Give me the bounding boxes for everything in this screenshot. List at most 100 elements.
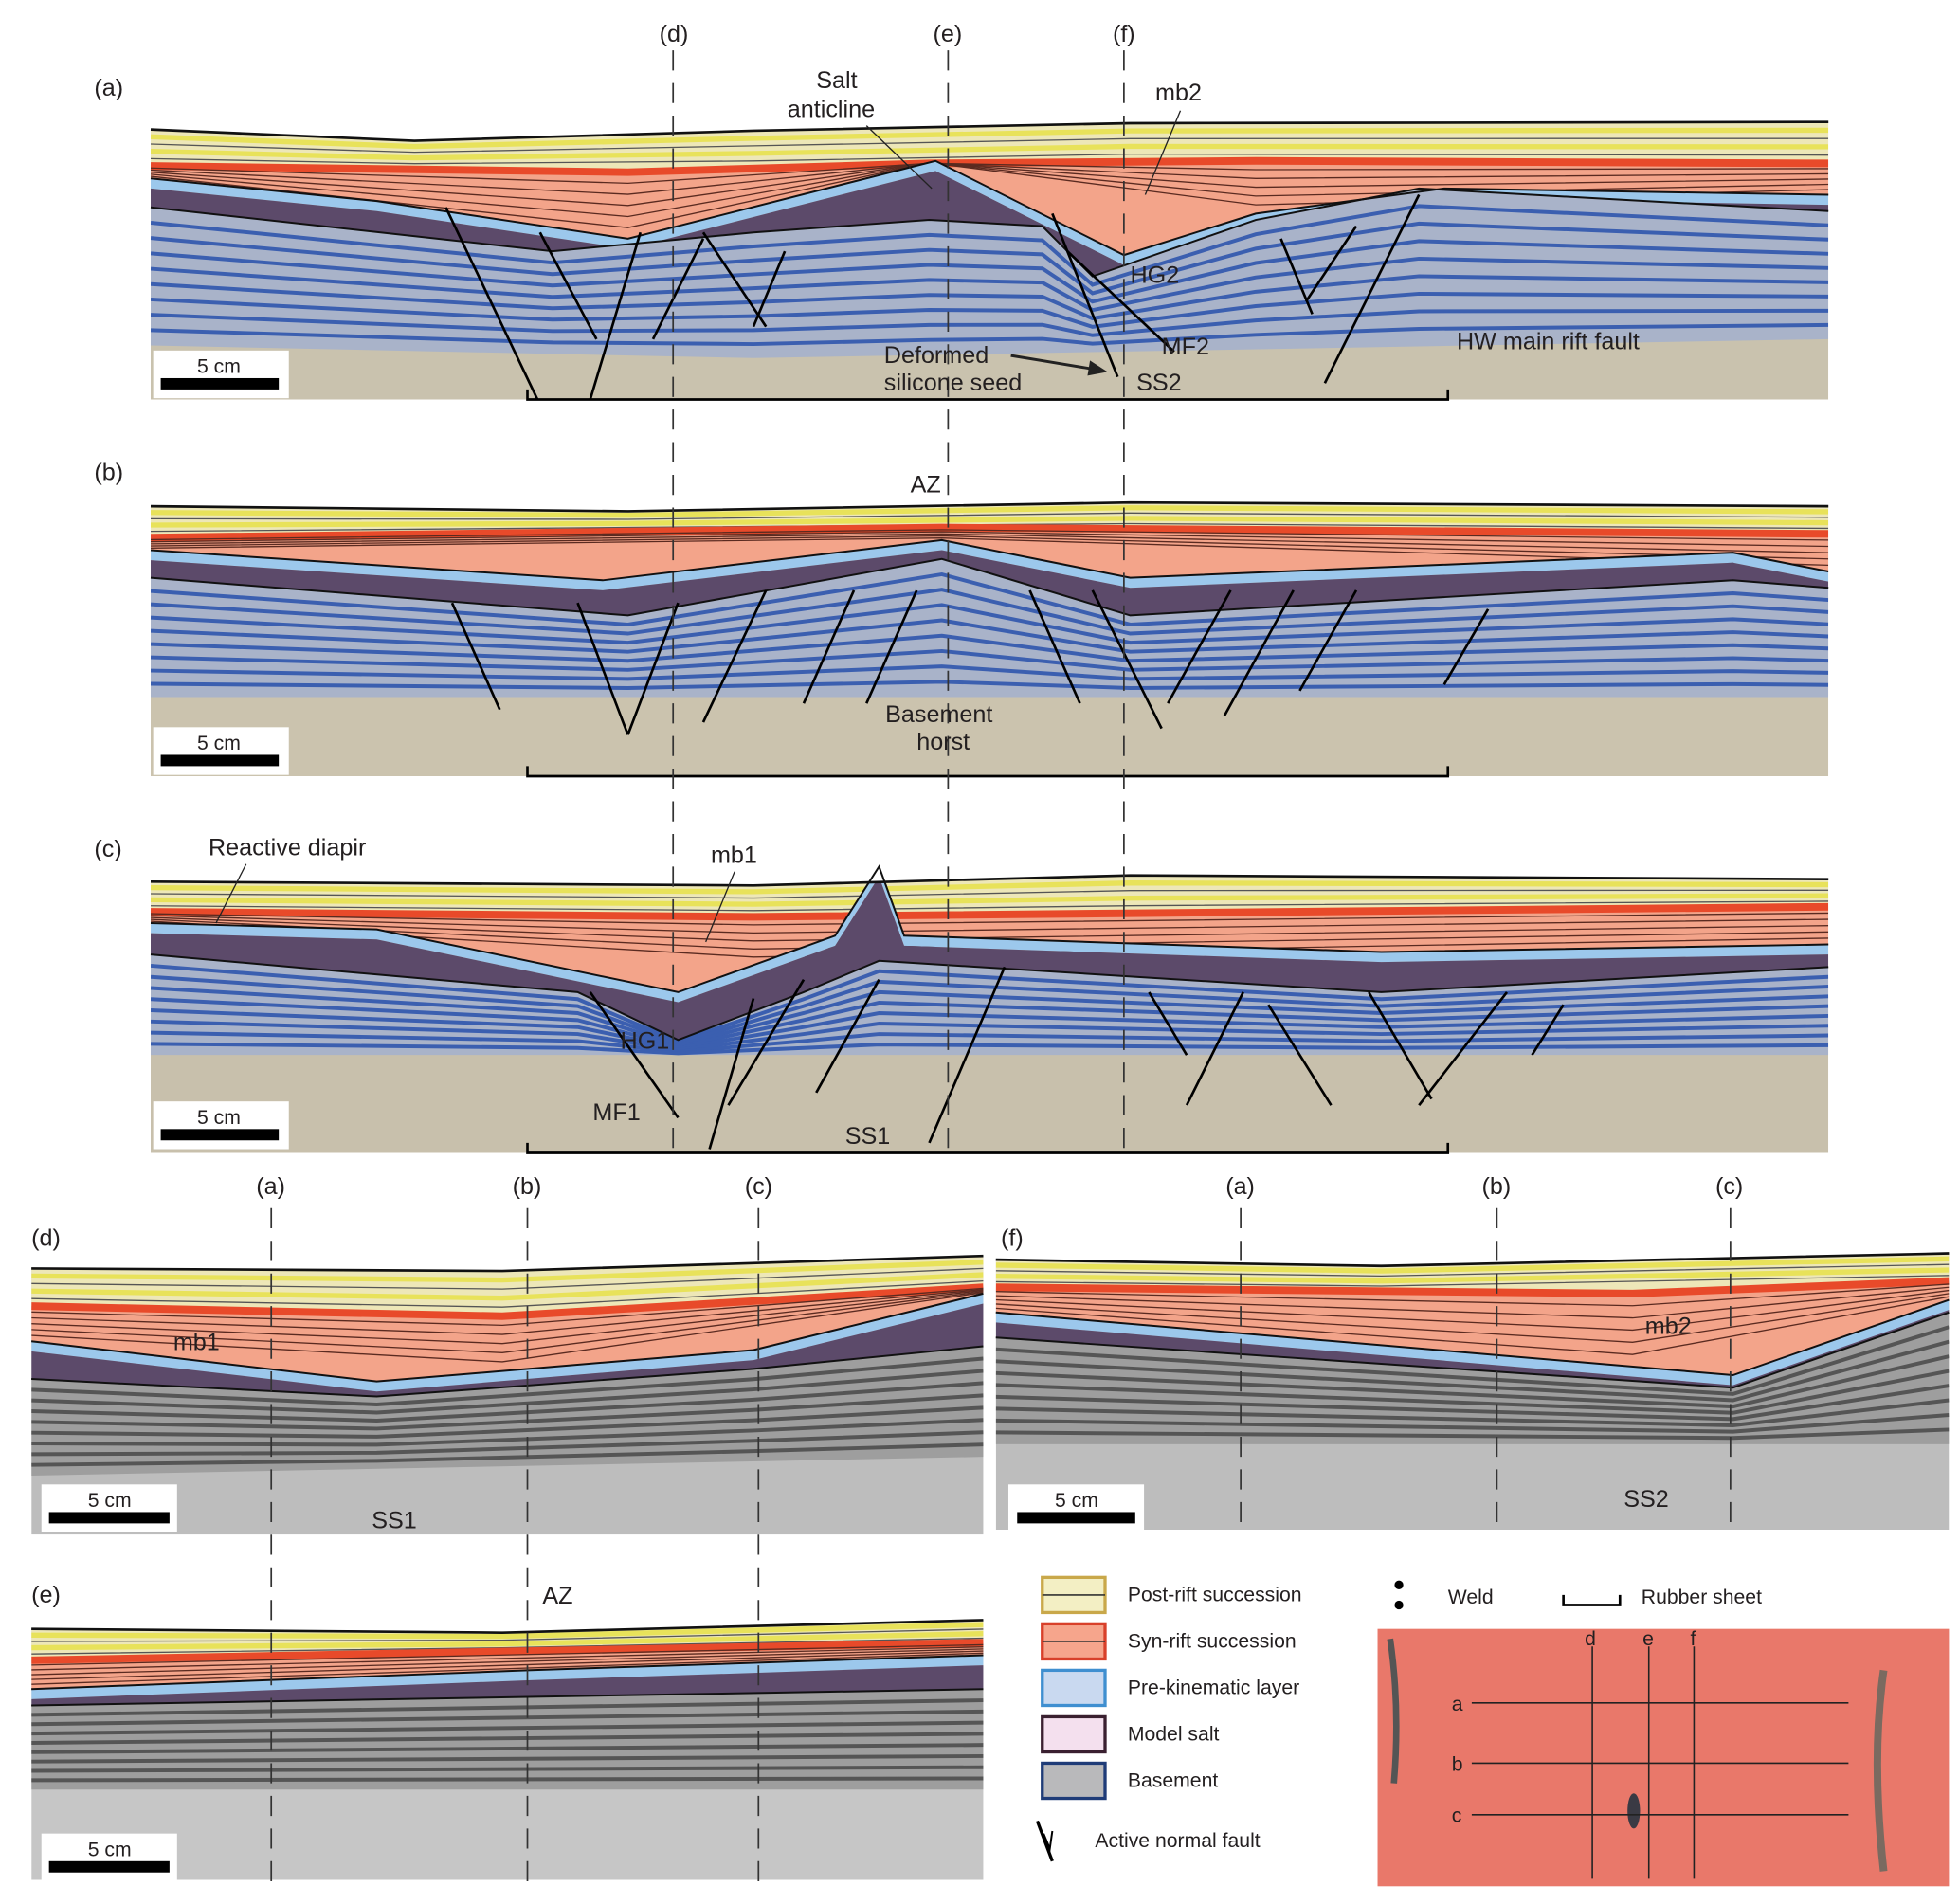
post-rift-bed [31,1637,984,1655]
legend-label: Syn-rift succession [1128,1631,1297,1653]
legend-active-normal-fault: Active normal fault [1095,1830,1260,1852]
post-rift-bed [151,880,1829,895]
syn-rift-bed [31,1283,984,1320]
svg-text:5 cm: 5 cm [197,733,241,754]
map-col-e: e [1642,1628,1654,1650]
syn-rift-bed [151,531,1829,548]
syn-rift-bed [31,1291,984,1353]
basement-bed [151,256,1829,313]
post-rift-bed [151,516,1829,528]
map-rift-left [1387,1638,1400,1784]
normal-fault [450,602,501,711]
syn-rift-bed [31,1652,984,1685]
normal-fault [1531,1004,1565,1056]
normal-fault [1066,250,1175,354]
label-mb1: mb1 [711,842,757,868]
leader-mb1 [705,871,735,943]
syn-rift-bed [995,1293,1950,1343]
section-f [996,0,1950,1530]
marker-c: (c) [745,1173,772,1200]
legend-item: Syn-rift succession [1041,1622,1297,1661]
post-rift-bed [31,1260,984,1283]
panel-tag-f: (f) [1001,1225,1024,1252]
post-rift-bed [31,1267,984,1290]
legend-swatch [1041,1761,1107,1801]
normal-fault [1051,212,1119,378]
section-c [150,864,1829,1154]
basement-bed [31,1369,984,1415]
normal-fault [651,238,705,340]
basement-bed [31,1776,984,1783]
basement-bed [151,1008,1829,1051]
label-silicone-seed: silicone seed [884,370,1022,396]
label-ss1: SS1 [845,1123,891,1150]
legend-label: Model salt [1128,1724,1220,1746]
label-mf1: MF1 [592,1099,640,1126]
surface [150,874,1829,887]
normal-fault [589,991,680,1119]
legend-item: Basement [1041,1761,1218,1801]
surface [150,120,1829,142]
svg-text:5 cm: 5 cm [88,1490,132,1512]
basement-bed [995,1354,1950,1409]
rubber-sheet-symbol [1562,1594,1622,1606]
normal-fault [928,966,1007,1144]
basement-bed [31,1743,984,1754]
basement-bed [151,648,1829,672]
normal-fault [1368,991,1433,1100]
normal-fault [1323,193,1421,384]
normal-fault [1028,589,1081,704]
syn-rift-bed [31,1639,984,1664]
label-horst: horst [916,729,970,755]
post-rift-bed [151,889,1829,899]
basement-bed [151,239,1829,304]
section-b [150,500,1829,778]
surface [31,1619,984,1634]
syn-rift-bed [31,1288,984,1335]
model-salt [151,877,1829,1041]
marker-f: (f) [1113,21,1135,47]
basement-bed [151,974,1829,1045]
post-rift-bed [151,505,1829,518]
normal-fault [708,998,755,1150]
syn-rift-bed [151,537,1829,567]
pre-kinematic-top [150,159,1829,257]
normal-fault [865,589,918,704]
pre-kinematic-layer [31,1655,984,1699]
basement-bed [995,1325,1950,1396]
syn-rift [151,160,1829,256]
svg-text:5 cm: 5 cm [88,1839,132,1860]
basement [151,188,1829,358]
basement-bed [151,1030,1829,1054]
syn-rift-bed [151,902,1829,921]
post-rift-bed [31,1272,984,1301]
rubber-sheet [526,766,1450,778]
surface [995,1252,1950,1268]
basement-bed [151,204,1829,287]
label-anticline: anticline [788,96,875,122]
basement-bed [151,618,1829,654]
label-az-e: AZ [542,1583,572,1609]
scale-bar-f: 5 cm [1007,1484,1145,1532]
basement-bed [31,1720,984,1736]
map-rift-right [1873,1669,1888,1872]
syn-rift-bed [151,535,1829,560]
map-background [1377,1628,1950,1887]
normal-fault [1442,608,1490,685]
svg-text:5 cm: 5 cm [197,1107,241,1129]
syn-rift-bed [31,1648,984,1676]
basement-bed [31,1753,984,1764]
salt-base [150,187,1829,278]
basement-bed [151,1019,1829,1052]
label-deformed: Deformed [884,342,989,369]
post-rift-bed [995,1275,1950,1287]
normal-fault [802,589,856,704]
syn-rift-bed [31,1643,984,1666]
syn-rift-bed [151,916,1829,942]
arrow-head [1087,360,1108,376]
label-mb1-d: mb1 [173,1330,220,1356]
label-az: AZ [911,472,941,499]
salt-base [150,953,1829,1042]
section-a [150,120,1829,401]
syn-rift-bed [31,1645,984,1671]
